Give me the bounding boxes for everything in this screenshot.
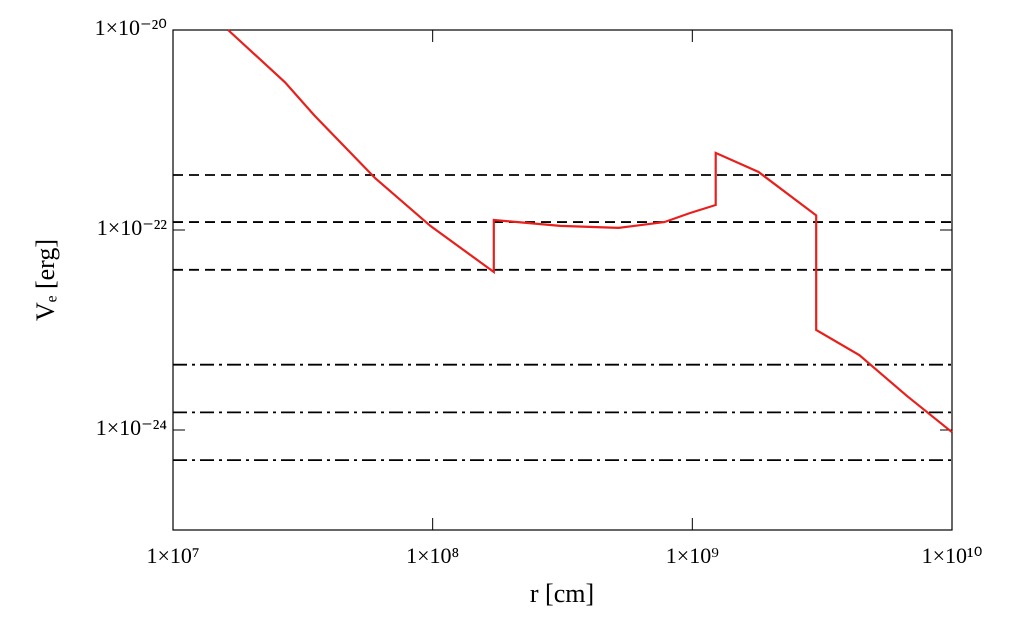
y-tick-label: 1×10⁻²² (97, 215, 168, 240)
x-tick-label: 1×10¹⁰ (922, 543, 983, 568)
y-tick-label: 1×10⁻²⁴ (96, 415, 168, 440)
x-axis-title: r [cm] (530, 579, 594, 608)
data-line (227, 29, 953, 434)
x-tick-label: 1×10⁹ (666, 543, 719, 568)
x-tick-label: 1×10⁸ (406, 543, 459, 568)
plot-frame (172, 29, 953, 531)
y-axis-title: Vₑ [erg] (31, 239, 60, 321)
y-tick-label: 1×10⁻²⁰ (95, 15, 168, 40)
x-tick-label: 1×10⁷ (146, 543, 199, 568)
